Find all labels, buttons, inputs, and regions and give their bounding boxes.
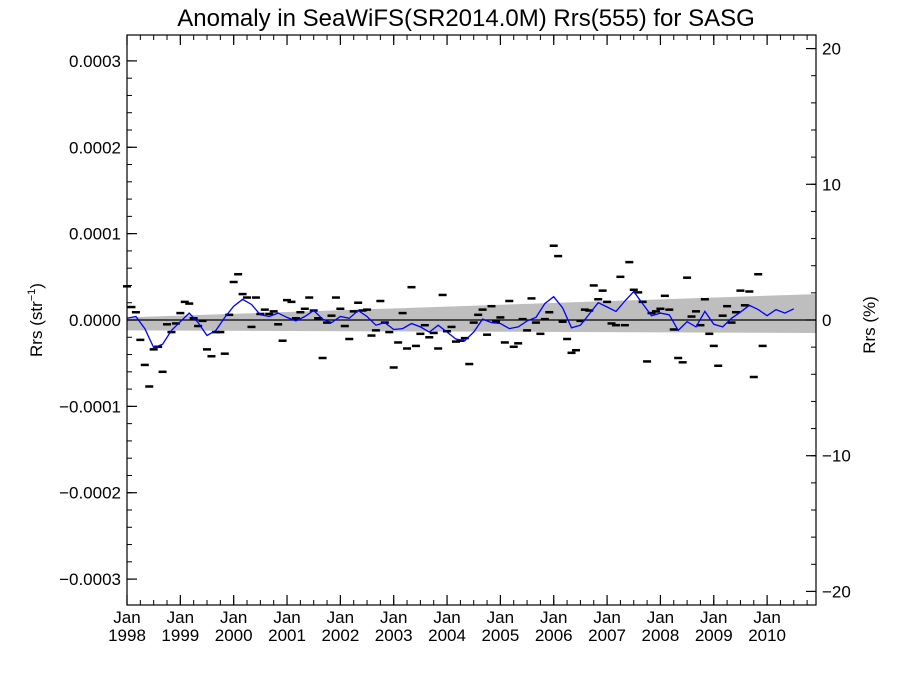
x-tick-label-month: Jan: [487, 608, 514, 627]
x-tick-label-month: Jan: [273, 608, 300, 627]
y-axis-left: 0.0003 0.0002 0.0001 0.0000 −0.0001 −0.0002 −0…: [59, 52, 137, 589]
running-mean-line: [126, 290, 795, 349]
y-left-tick-label: 0.0002: [69, 138, 121, 157]
x-tick-label-year: 2007: [588, 626, 626, 645]
x-tick-label-month: Jan: [753, 608, 780, 627]
x-tick-label-month: Jan: [647, 608, 674, 627]
x-tick-label-year: 2004: [428, 626, 466, 645]
y-right-tick-label: 10: [822, 175, 841, 194]
x-tick-label-year: 2002: [321, 626, 359, 645]
x-axis: Jan1998Jan1999Jan2000Jan2001Jan2002Jan20…: [108, 35, 808, 645]
y-axis-left-label-text: Rrs (str: [27, 301, 46, 357]
x-tick-label-year: 1999: [161, 626, 199, 645]
y-axis-left-label: Rrs (str−1): [26, 283, 46, 357]
y-right-tick-label: −20: [822, 582, 851, 601]
x-tick-label-year: 2008: [642, 626, 680, 645]
y-right-tick-label: 0: [822, 311, 831, 330]
plot-area: [123, 244, 816, 388]
x-tick-label-month: Jan: [220, 608, 247, 627]
x-tick-label-year: 1998: [108, 626, 146, 645]
x-tick-label-month: Jan: [700, 608, 727, 627]
x-tick-label-month: Jan: [593, 608, 620, 627]
x-tick-label-year: 2009: [695, 626, 733, 645]
x-tick-label-year: 2001: [268, 626, 306, 645]
x-tick-label-year: 2000: [215, 626, 253, 645]
chart-title: Anomaly in SeaWiFS(SR2014.0M) Rrs(555) f…: [177, 5, 755, 32]
x-tick-label-year: 2006: [535, 626, 573, 645]
y-right-tick-label: −10: [822, 447, 851, 466]
x-tick-label-year: 2010: [748, 626, 786, 645]
trend-band: [127, 294, 816, 333]
y-left-tick-label: 0.0001: [69, 225, 121, 244]
x-tick-label-year: 2003: [375, 626, 413, 645]
y-left-tick-label: −0.0003: [59, 570, 121, 589]
y-axis-left-label-superscript: −1: [26, 289, 38, 302]
x-tick-label-month: Jan: [380, 608, 407, 627]
y-axis-left-label-close: ): [27, 283, 46, 289]
y-right-tick-label: 20: [822, 40, 841, 59]
x-tick-label-month: Jan: [327, 608, 354, 627]
x-tick-label-month: Jan: [540, 608, 567, 627]
x-tick-label-month: Jan: [113, 608, 140, 627]
x-tick-label-month: Jan: [167, 608, 194, 627]
y-axis-right: 20 10 0 −10 −20: [806, 40, 851, 601]
y-left-tick-label: 0.0003: [69, 52, 121, 71]
y-left-tick-label: −0.0001: [59, 397, 121, 416]
y-left-tick-label: −0.0002: [59, 484, 121, 503]
x-tick-label-year: 2005: [481, 626, 519, 645]
y-left-tick-label: 0.0000: [69, 311, 121, 330]
x-tick-label-month: Jan: [433, 608, 460, 627]
y-axis-right-label: Rrs (%): [860, 296, 879, 354]
